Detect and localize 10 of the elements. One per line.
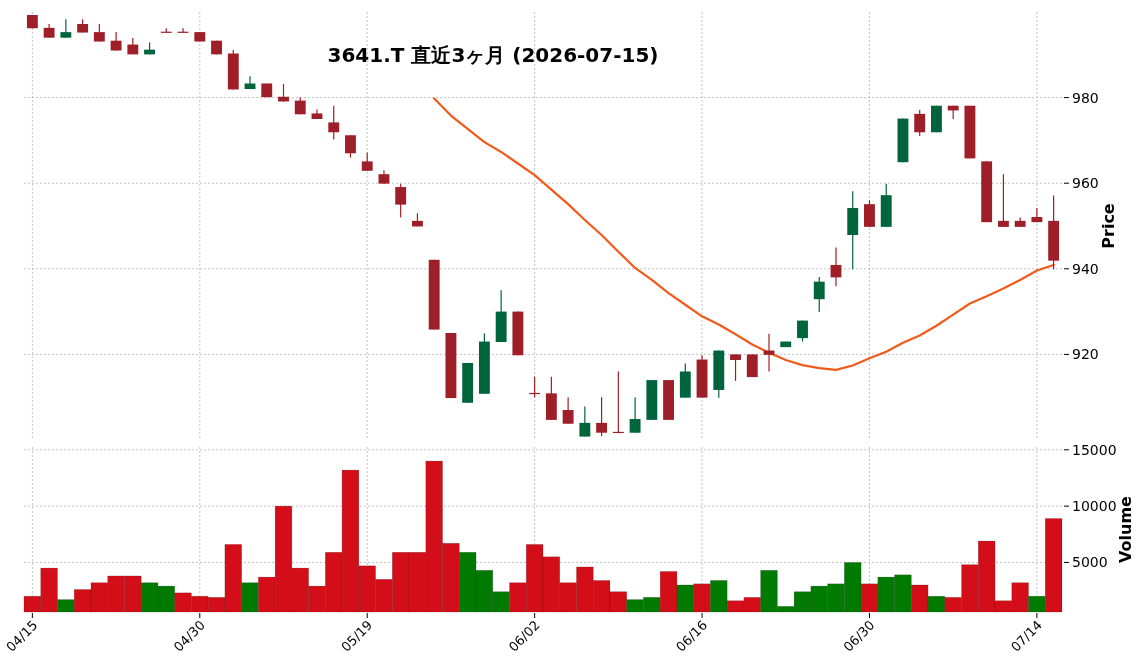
y-tick-label: 10000 — [1072, 498, 1117, 515]
y-tick-label: 920 — [1072, 346, 1099, 363]
y-tick-label: 940 — [1072, 260, 1099, 277]
y-tick-label: 980 — [1072, 89, 1099, 106]
y-axis-title: Price — [1098, 203, 1118, 249]
y-tick-label: 5000 — [1072, 554, 1108, 571]
text: 3641.T 直近3ヶ月 (2026-07-15) — [327, 43, 659, 67]
y-axis-title: Volume — [1116, 495, 1135, 563]
y-tick-label: 15000 — [1072, 441, 1117, 458]
y-tick-label: 960 — [1072, 175, 1099, 192]
